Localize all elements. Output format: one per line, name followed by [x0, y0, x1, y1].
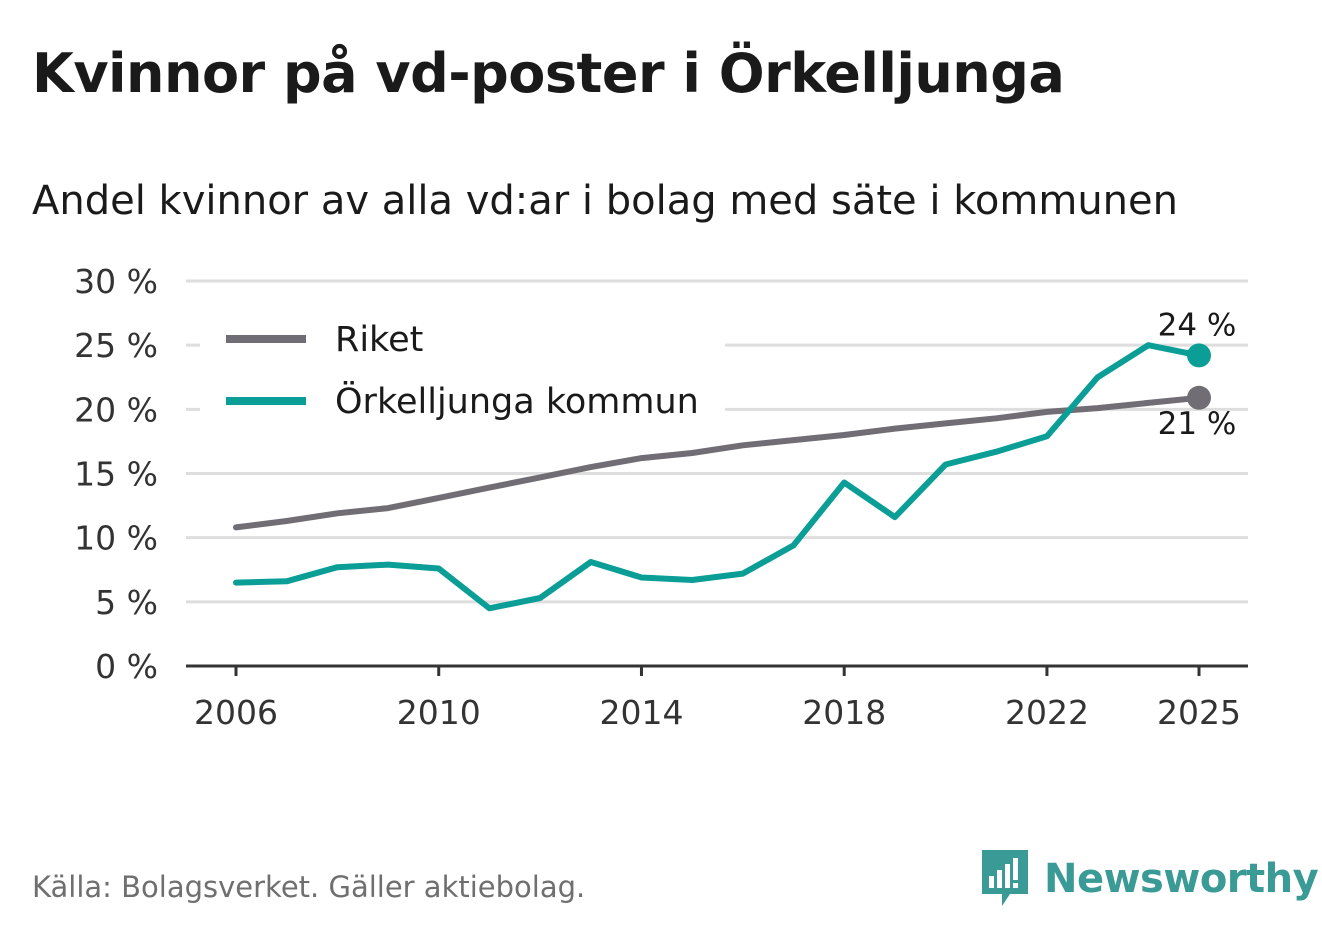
- y-tick-label: 10 %: [74, 519, 158, 558]
- end-labels: 21 % 24 %: [1158, 307, 1237, 441]
- series-line-kommun: [233, 342, 1202, 612]
- end-point-marker: [1187, 385, 1211, 410]
- newsworthy-logo-text: Newsworthy: [1044, 856, 1319, 902]
- x-tick-label: 2014: [599, 693, 683, 732]
- series-lines: [233, 342, 1211, 612]
- x-tick-label: 2018: [802, 693, 886, 732]
- x-axis-tick-labels: 2006 2010 2014 2018 2022 2025: [194, 693, 1241, 732]
- newsworthy-logo-icon: [982, 850, 1028, 906]
- chart-title: Kvinnor på vd-poster i Örkelljunga: [32, 42, 1065, 105]
- end-point-marker: [1187, 343, 1211, 368]
- legend-label: Örkelljunga kommun: [335, 380, 699, 422]
- chart-subtitle: Andel kvinnor av alla vd:ar i bolag med …: [32, 178, 1178, 224]
- series-line-riket: [233, 394, 1202, 531]
- legend-background: [200, 310, 725, 436]
- y-tick-label: 5 %: [95, 583, 158, 622]
- line-chart: 0 %5 %10 %15 %20 %25 %30 % 2006 2010 2014 2…: [74, 262, 1248, 732]
- x-tick-label: 2025: [1157, 693, 1241, 732]
- end-label: 24 %: [1158, 307, 1237, 343]
- legend-label: Riket: [335, 320, 423, 360]
- x-axis: [186, 664, 1248, 676]
- y-tick-label: 25 %: [74, 326, 158, 365]
- y-tick-label: 0 %: [95, 647, 158, 686]
- x-tick-label: 2010: [397, 693, 481, 732]
- x-tick-label: 2022: [1005, 693, 1089, 732]
- y-tick-label: 20 %: [74, 390, 158, 429]
- y-tick-label: 15 %: [74, 455, 158, 494]
- legend: Riket Örkelljunga kommun: [200, 310, 725, 436]
- y-tick-label: 30 %: [74, 262, 158, 301]
- y-axis-tick-labels: 0 % 5 % 10 % 15 % 20 % 25 % 30 %: [74, 262, 158, 686]
- source-note: Källa: Bolagsverket. Gäller aktiebolag.: [32, 870, 586, 904]
- newsworthy-logo: Newsworthy: [980, 848, 1319, 910]
- x-tick-label: 2006: [194, 693, 278, 732]
- end-label: 21 %: [1158, 406, 1237, 442]
